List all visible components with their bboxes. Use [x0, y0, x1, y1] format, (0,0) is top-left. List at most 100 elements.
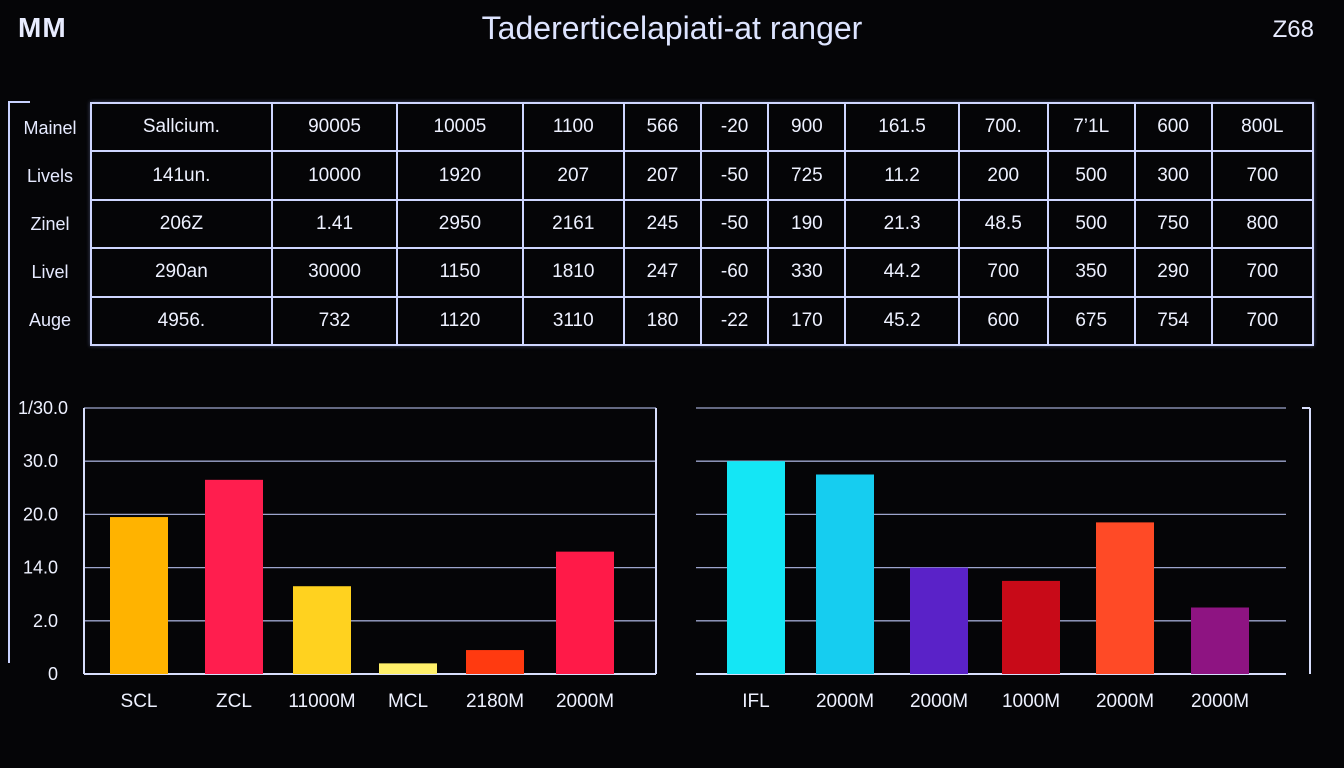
bar: [293, 586, 351, 674]
y-tick-label: 20.0: [23, 504, 58, 524]
table-cell: -50: [699, 150, 770, 201]
table-cell: 700: [1210, 295, 1315, 347]
table-cell: 500: [1046, 150, 1136, 201]
x-tick-label: 2180M: [466, 691, 524, 712]
table-cell: 245: [622, 198, 702, 250]
y-tick-label: 2.0: [33, 611, 58, 631]
data-table: Sallcium. 90005 10005 1100 566 -20 900 161.5 700…: [90, 101, 1315, 347]
table-cell: 1.41: [270, 198, 399, 250]
bar: [110, 517, 168, 674]
x-tick-label: 2000M: [556, 691, 614, 712]
table-row: Sallcium. 90005 10005 1100 566 -20 900 161.5 700…: [90, 101, 1315, 153]
x-tick-label: 11000M: [288, 691, 355, 712]
table-cell: 700: [1210, 247, 1315, 298]
table-cell: 330: [767, 247, 847, 298]
row-label: Livel: [31, 262, 69, 282]
table-cell: 207: [622, 150, 702, 201]
x-tick-label: ZCL: [216, 691, 252, 712]
table-cell: 2161: [521, 198, 625, 250]
table-cell: 207: [521, 150, 625, 201]
table-cell: 247: [622, 247, 702, 298]
table-cell: 800L: [1210, 101, 1315, 153]
row-label: Livels: [26, 166, 74, 186]
table-cell: 600: [1133, 101, 1213, 153]
table-cell: 700: [957, 247, 1049, 298]
table-cell: 161.5: [844, 101, 960, 153]
table-cell: Sallcium.: [90, 101, 273, 153]
table-row: 206Z 1.41 2950 2161 245 -50 190 21.3 48.5 500 750 8…: [90, 198, 1315, 250]
bar: [1096, 522, 1154, 674]
y-tick-label: 14.0: [23, 558, 58, 578]
bar: [727, 461, 785, 674]
bar: [205, 479, 263, 674]
table-cell: -22: [699, 295, 770, 347]
x-tick-label: SCL: [121, 691, 158, 712]
table-cell: 2950: [396, 198, 524, 250]
table-cell: 754: [1133, 295, 1213, 347]
table-cell: 700.: [957, 101, 1049, 153]
table-cell: -20: [699, 101, 770, 153]
table-cell: -60: [699, 247, 770, 298]
bar: [466, 650, 524, 674]
table-cell: 11.2: [844, 150, 960, 201]
table-cell: 141un.: [90, 150, 273, 201]
table-cell: 290: [1133, 247, 1213, 298]
bar: [910, 567, 968, 674]
table-cell: 45.2: [844, 295, 960, 347]
bar: [1191, 607, 1249, 674]
table-cell: 725: [767, 150, 847, 201]
x-tick-label: 1000M: [1002, 691, 1060, 712]
table-cell: 566: [622, 101, 702, 153]
table-cell: 90005: [270, 101, 399, 153]
table-cell: 750: [1133, 198, 1213, 250]
table-cell: 48.5: [957, 198, 1049, 250]
x-tick-label: IFL: [742, 691, 769, 712]
table-row: 141un. 10000 1920 207 207 -50 725 11.2 200 500 300…: [90, 150, 1315, 201]
table-cell: 732: [270, 295, 399, 347]
table-cell: 3110: [521, 295, 625, 347]
table-cell: 675: [1046, 295, 1136, 347]
bar: [379, 663, 437, 674]
left-bracket: [8, 101, 30, 663]
y-tick-label: 1/30.0: [18, 398, 68, 418]
x-tick-label: 2000M: [1096, 691, 1154, 712]
bar: [1002, 580, 1060, 674]
table-cell: 1150: [396, 247, 524, 298]
table-cell: 170: [767, 295, 847, 347]
table-cell: 44.2: [844, 247, 960, 298]
x-tick-label: 2000M: [816, 691, 874, 712]
corner-code: Z68: [1272, 16, 1314, 43]
table-cell: -50: [699, 198, 770, 250]
table-cell: 300: [1133, 150, 1213, 201]
y-tick-label: 0: [48, 664, 58, 684]
table-cell: 290an: [90, 247, 273, 298]
table-row: 4956. 732 1120 3110 180 -22 170 45.2 600 675 754 70…: [90, 295, 1315, 347]
table-cell: 600: [957, 295, 1049, 347]
table-cell: 30000: [270, 247, 399, 298]
table-cell: 10005: [396, 101, 524, 153]
row-labels: Mainel Livels Zinel Livel Auge: [14, 104, 86, 344]
table-cell: 500: [1046, 198, 1136, 250]
table-cell: 1810: [521, 247, 625, 298]
table-cell: 190: [767, 198, 847, 250]
x-tick-label: 2000M: [910, 691, 968, 712]
page-title: Tadererticelapiati-at ranger: [481, 10, 863, 46]
bar: [816, 474, 874, 674]
table-cell: 1120: [396, 295, 524, 347]
table-cell: 7’1L: [1046, 101, 1136, 153]
app-brand: MM: [18, 12, 67, 43]
y-tick-label: 30.0: [23, 451, 58, 471]
x-tick-label: 2000M: [1191, 691, 1249, 712]
table-cell: 200: [957, 150, 1049, 201]
table-cell: 21.3: [844, 198, 960, 250]
table-cell: 10000: [270, 150, 399, 201]
bar: [556, 551, 614, 674]
table-cell: 4956.: [90, 295, 273, 347]
table-cell: 206Z: [90, 198, 273, 250]
x-tick-label: MCL: [388, 691, 428, 712]
table-cell: 800: [1210, 198, 1315, 250]
row-label: Mainel: [23, 118, 77, 138]
table-cell: 180: [622, 295, 702, 347]
table-cell: 350: [1046, 247, 1136, 298]
